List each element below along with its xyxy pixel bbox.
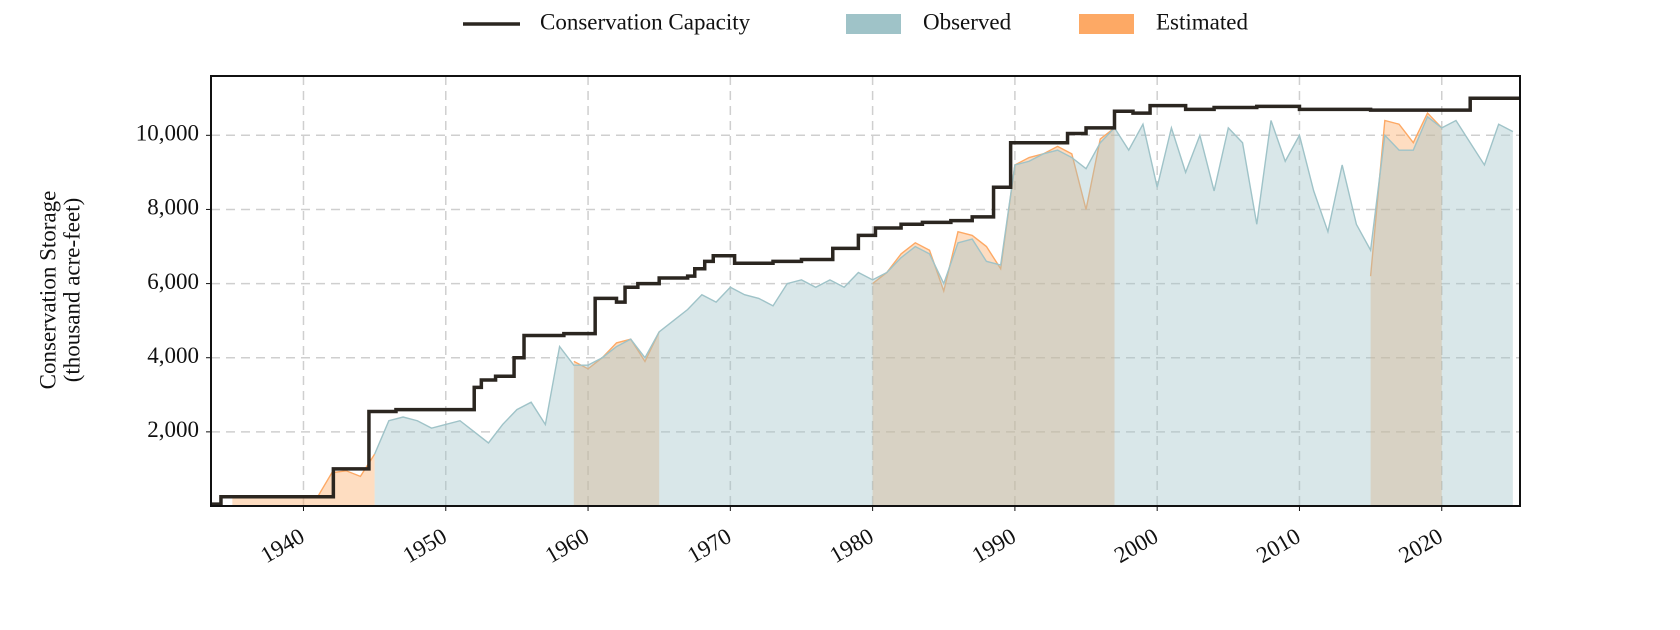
capacity-line [211, 96, 1520, 506]
y-axis-label: Conservation Storage [35, 191, 60, 390]
x-tick-label: 1980 [825, 523, 877, 568]
legend-swatch [846, 14, 901, 34]
x-tick-label: 1950 [399, 523, 451, 568]
legend-label: Estimated [1156, 9, 1248, 34]
x-tick-label: 1970 [683, 523, 735, 568]
y-tick-label: 6,000 [147, 269, 199, 294]
x-tick-label: 2000 [1110, 523, 1162, 568]
legend-label: Conservation Capacity [540, 9, 751, 34]
legend-label: Observed [923, 9, 1012, 34]
y-tick-label: 10,000 [136, 121, 199, 146]
y-tick-label: 8,000 [147, 195, 199, 220]
legend-swatch [1079, 14, 1134, 34]
x-tick-label: 2020 [1395, 523, 1447, 568]
y-axis-label: (thousand acre-feet) [59, 198, 84, 383]
y-tick-label: 2,000 [147, 417, 199, 442]
area [374, 116, 1513, 506]
area-edge [373, 115, 1514, 455]
y-tick-label: 4,000 [147, 343, 199, 368]
x-tick-label: 1960 [541, 523, 593, 568]
x-tick-label: 2010 [1252, 523, 1304, 568]
plot-frame [210, 75, 1521, 507]
x-tick-label: 1990 [968, 523, 1020, 568]
x-tick-label: 1940 [256, 523, 308, 568]
